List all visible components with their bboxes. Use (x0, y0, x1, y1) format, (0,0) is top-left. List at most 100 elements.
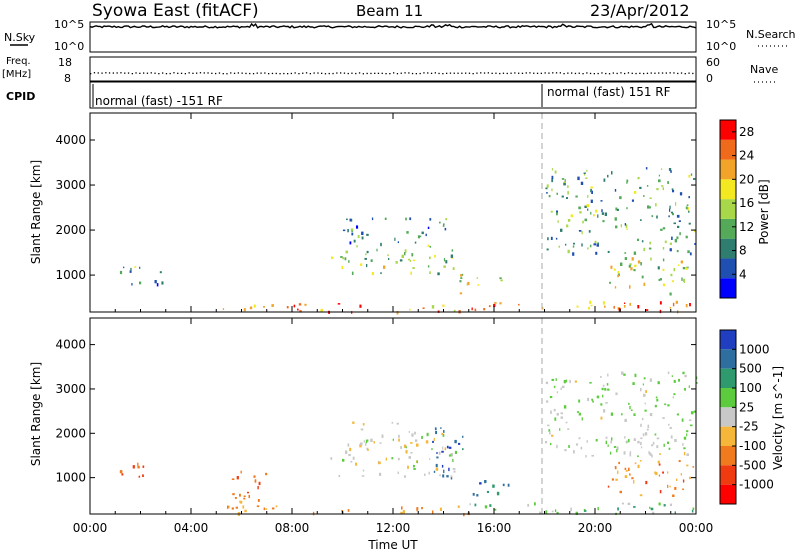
frequency-point (684, 73, 686, 75)
frequency-point (673, 72, 675, 74)
echo-cell (446, 475, 449, 478)
echo-cell (474, 308, 477, 312)
echo-cell (398, 438, 400, 442)
echo-cell (416, 443, 419, 447)
frequency-point (589, 72, 592, 75)
echo-cell (413, 464, 415, 468)
echo-cell (472, 493, 475, 496)
echo-cell (614, 286, 617, 289)
echo-cell (394, 237, 396, 241)
echo-cell (620, 262, 623, 266)
echo-cell (656, 215, 658, 219)
echo-cell (439, 474, 441, 477)
frequency-point (101, 72, 103, 74)
frequency-point (608, 73, 611, 75)
echo-cell (391, 421, 394, 424)
colorbar-swatch (720, 278, 736, 298)
echo-cell (607, 485, 610, 488)
frequency-point (468, 72, 471, 74)
echo-cell (568, 445, 570, 448)
echo-cell (450, 453, 454, 457)
echo-cell (654, 404, 657, 408)
echo-cell (619, 490, 622, 494)
echo-cell (659, 453, 661, 455)
frequency-point (688, 72, 690, 74)
echo-cell (359, 304, 362, 308)
echo-cell (643, 195, 645, 197)
echo-cell (348, 260, 350, 263)
echo-cell (649, 413, 653, 417)
frequency-point (593, 73, 595, 75)
echo-cell (597, 242, 599, 246)
echo-cell (398, 434, 400, 438)
echo-cell (548, 429, 551, 432)
echo-cell (366, 447, 369, 450)
colorbar-swatch (720, 258, 736, 279)
echo-cell (629, 453, 632, 457)
echo-cell (625, 224, 628, 228)
echo-cell (442, 304, 445, 307)
echo-cell (611, 171, 613, 175)
echo-cell (459, 280, 462, 283)
echo-cell (682, 443, 684, 446)
colorbar-swatch (720, 199, 736, 219)
colorbar-swatch (720, 238, 736, 259)
frequency-point (233, 72, 236, 74)
echo-cell (620, 224, 622, 228)
frequency-point (230, 72, 232, 74)
echo-cell (443, 258, 446, 262)
echo-cell (607, 174, 609, 178)
echo-cell (385, 457, 387, 461)
echo-cell (557, 220, 559, 223)
time-tick-label: 04:00 (174, 521, 209, 535)
echo-cell (409, 217, 412, 221)
echo-cell (646, 185, 649, 187)
echo-cell (567, 185, 569, 188)
echo-cell (256, 505, 260, 508)
echo-cell (592, 400, 594, 403)
echo-cell (639, 186, 642, 189)
echo-cell (344, 257, 347, 261)
frequency-point (472, 73, 474, 75)
echo-cell (672, 302, 675, 307)
echo-cell (488, 305, 491, 308)
echo-cell (392, 438, 394, 441)
echo-cell (408, 431, 410, 433)
echo-cell (577, 176, 580, 181)
echo-cell (556, 192, 558, 195)
echo-cell (633, 438, 636, 441)
echo-cell (453, 470, 456, 473)
time-tick-label: 00:00 (73, 521, 108, 535)
colorbar-swatch (720, 120, 736, 140)
echo-cell (345, 250, 348, 254)
echo-cell (119, 470, 123, 474)
echo-cell (159, 271, 162, 274)
echo-cell (440, 427, 442, 429)
echo-cell (434, 427, 437, 430)
frequency-point (639, 72, 641, 74)
echo-cell (550, 210, 553, 213)
colorbar-tick-label: 100 (739, 381, 762, 395)
frequency-point (150, 72, 152, 74)
echo-cell (366, 439, 369, 442)
echo-cell (693, 178, 696, 180)
nsearch-label: N.Search (746, 28, 796, 41)
echo-cell (360, 428, 364, 431)
time-tick-label: 16:00 (477, 521, 512, 535)
echo-cell (443, 265, 446, 268)
echo-cell (414, 431, 416, 435)
echo-cell (655, 203, 657, 207)
frequency-point (256, 72, 258, 74)
frequency-point (680, 72, 683, 74)
echo-cell (263, 507, 266, 511)
frequency-point (506, 72, 508, 75)
echo-cell (585, 455, 587, 458)
echo-cell (547, 237, 549, 241)
echo-cell (611, 437, 613, 441)
frequency-point (411, 72, 414, 75)
echo-cell (452, 267, 455, 270)
frequency-point (116, 72, 118, 74)
echo-cell (275, 505, 278, 508)
echo-cell (452, 468, 456, 470)
echo-cell (589, 300, 592, 304)
